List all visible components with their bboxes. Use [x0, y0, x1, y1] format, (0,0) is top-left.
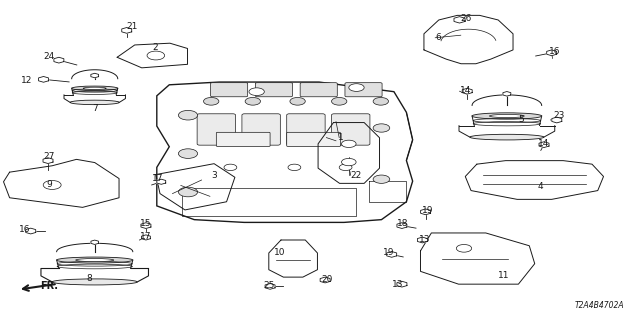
Text: 22: 22 [351, 171, 362, 180]
Circle shape [349, 84, 364, 92]
Polygon shape [539, 142, 549, 148]
Text: 2: 2 [152, 43, 158, 52]
Circle shape [43, 180, 61, 189]
Circle shape [147, 51, 164, 60]
Circle shape [342, 140, 356, 148]
Polygon shape [141, 235, 150, 240]
Ellipse shape [470, 134, 544, 140]
Circle shape [373, 124, 390, 132]
Text: 7: 7 [92, 104, 97, 113]
Text: T2A4B4702A: T2A4B4702A [574, 301, 624, 310]
Circle shape [339, 164, 352, 171]
Circle shape [290, 98, 305, 105]
Text: 13: 13 [419, 235, 431, 244]
FancyBboxPatch shape [332, 114, 370, 145]
Circle shape [179, 187, 198, 197]
FancyBboxPatch shape [300, 83, 337, 97]
Ellipse shape [72, 86, 118, 91]
Text: 9: 9 [46, 180, 52, 189]
Ellipse shape [52, 279, 138, 285]
Text: 16: 16 [19, 225, 31, 234]
Circle shape [288, 164, 301, 171]
Polygon shape [420, 209, 431, 215]
Polygon shape [265, 284, 275, 289]
Ellipse shape [490, 115, 524, 117]
Circle shape [204, 98, 219, 105]
Polygon shape [38, 76, 49, 82]
Polygon shape [54, 57, 64, 63]
Text: 21: 21 [127, 22, 138, 31]
Text: 10: 10 [274, 248, 285, 257]
Polygon shape [387, 252, 397, 257]
Text: 27: 27 [44, 152, 55, 161]
Circle shape [224, 164, 237, 171]
Polygon shape [397, 281, 407, 287]
Text: 24: 24 [44, 52, 55, 61]
FancyBboxPatch shape [216, 132, 270, 146]
Polygon shape [417, 237, 428, 243]
Text: 3: 3 [211, 171, 217, 180]
Polygon shape [43, 158, 53, 164]
Text: 13: 13 [392, 280, 403, 289]
Text: FR.: FR. [40, 281, 58, 292]
FancyBboxPatch shape [197, 114, 236, 145]
Text: 15: 15 [140, 219, 151, 228]
Circle shape [373, 175, 390, 183]
Polygon shape [454, 17, 465, 23]
FancyBboxPatch shape [287, 114, 325, 145]
Circle shape [332, 98, 347, 105]
FancyBboxPatch shape [211, 83, 248, 97]
Text: 14: 14 [460, 86, 471, 95]
Text: 11: 11 [498, 271, 509, 280]
FancyBboxPatch shape [345, 83, 382, 97]
Text: 18: 18 [397, 220, 408, 228]
Polygon shape [320, 277, 330, 283]
Text: 16: 16 [549, 47, 561, 56]
Ellipse shape [83, 87, 106, 89]
Text: 20: 20 [321, 276, 333, 284]
Polygon shape [397, 223, 407, 228]
Text: 5: 5 [518, 116, 524, 124]
Circle shape [179, 149, 198, 158]
Text: 19: 19 [383, 248, 394, 257]
Circle shape [245, 98, 260, 105]
Circle shape [342, 158, 356, 166]
Text: 8: 8 [87, 274, 92, 283]
Polygon shape [462, 88, 472, 94]
Polygon shape [157, 82, 413, 222]
Polygon shape [26, 228, 36, 234]
Text: 25: 25 [264, 281, 275, 290]
Text: 19: 19 [422, 206, 434, 215]
Text: 26: 26 [461, 14, 472, 23]
Ellipse shape [70, 100, 119, 105]
Text: 17: 17 [152, 174, 164, 183]
Polygon shape [122, 28, 132, 33]
Polygon shape [91, 240, 99, 244]
Polygon shape [547, 50, 557, 56]
FancyBboxPatch shape [255, 83, 292, 97]
Text: 23: 23 [554, 111, 565, 120]
Text: 6: 6 [435, 33, 441, 42]
Circle shape [373, 98, 388, 105]
Polygon shape [503, 92, 511, 96]
FancyBboxPatch shape [287, 132, 340, 146]
Text: 14: 14 [538, 139, 549, 148]
Circle shape [179, 110, 198, 120]
Circle shape [456, 244, 472, 252]
Ellipse shape [472, 113, 541, 119]
FancyBboxPatch shape [242, 114, 280, 145]
Text: 17: 17 [140, 232, 151, 241]
Text: 4: 4 [538, 182, 543, 191]
Polygon shape [91, 73, 99, 78]
Text: 1: 1 [338, 133, 344, 142]
Ellipse shape [76, 259, 114, 261]
Polygon shape [552, 117, 562, 123]
Polygon shape [157, 179, 166, 184]
Circle shape [249, 88, 264, 95]
Polygon shape [141, 223, 151, 228]
Ellipse shape [56, 257, 133, 263]
Text: 12: 12 [20, 76, 32, 85]
